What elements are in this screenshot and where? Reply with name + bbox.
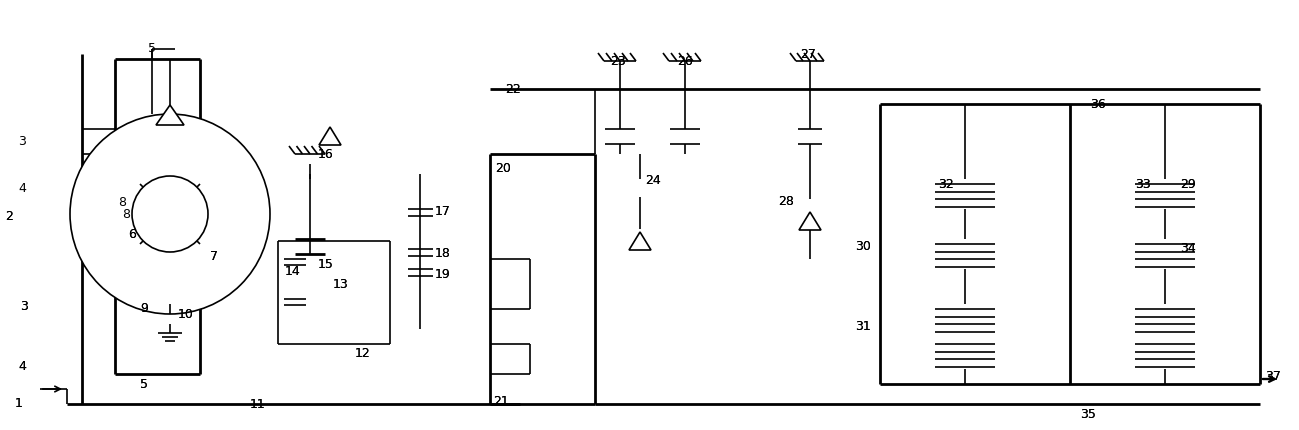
- Text: 2: 2: [5, 209, 13, 222]
- Text: 8: 8: [118, 196, 126, 209]
- Text: 4: 4: [18, 359, 26, 372]
- Text: 18: 18: [435, 246, 451, 259]
- Text: 24: 24: [646, 174, 661, 187]
- Text: 35: 35: [1079, 407, 1096, 420]
- Text: 36: 36: [1090, 98, 1105, 111]
- Text: 32: 32: [938, 178, 953, 190]
- Text: 14: 14: [284, 264, 301, 277]
- Text: 31: 31: [855, 319, 870, 332]
- Polygon shape: [799, 212, 821, 230]
- Text: 28: 28: [778, 194, 794, 208]
- Polygon shape: [320, 128, 342, 146]
- Text: 37: 37: [1265, 369, 1281, 382]
- Text: 29: 29: [1179, 178, 1196, 190]
- Circle shape: [70, 115, 270, 314]
- Text: 12: 12: [355, 346, 370, 359]
- Polygon shape: [156, 106, 184, 126]
- Text: 36: 36: [1090, 98, 1105, 111]
- Text: 34: 34: [1179, 241, 1196, 255]
- Text: 3: 3: [19, 299, 27, 312]
- Text: 27: 27: [800, 48, 816, 61]
- Text: 17: 17: [435, 205, 451, 218]
- Text: 31: 31: [855, 319, 870, 332]
- Text: 22: 22: [505, 83, 521, 96]
- Text: 23: 23: [611, 55, 626, 68]
- Text: 37: 37: [1265, 369, 1281, 382]
- Text: 12: 12: [355, 346, 370, 359]
- Text: 16: 16: [318, 147, 334, 161]
- Text: 13: 13: [333, 277, 348, 290]
- Text: 26: 26: [677, 55, 692, 68]
- Text: 4: 4: [18, 359, 26, 372]
- Text: 23: 23: [611, 55, 626, 68]
- Text: 29: 29: [1179, 178, 1196, 190]
- Text: 5: 5: [140, 377, 148, 390]
- Text: 34: 34: [1179, 241, 1196, 255]
- Text: 6: 6: [129, 227, 136, 240]
- Text: 11: 11: [249, 397, 266, 410]
- Text: 22: 22: [505, 83, 521, 96]
- Text: 13: 13: [333, 277, 348, 290]
- Text: 9: 9: [140, 301, 148, 314]
- Text: 1: 1: [16, 396, 23, 409]
- Text: 19: 19: [435, 267, 451, 280]
- Text: 20: 20: [495, 162, 511, 175]
- Circle shape: [132, 177, 208, 252]
- Text: 33: 33: [1135, 178, 1151, 190]
- Text: 10: 10: [178, 307, 194, 320]
- Text: 14: 14: [284, 264, 301, 277]
- Text: 5: 5: [148, 42, 156, 55]
- Text: 19: 19: [435, 267, 451, 280]
- Text: 1: 1: [16, 396, 23, 409]
- Text: 9: 9: [140, 301, 148, 314]
- Text: 21: 21: [494, 394, 509, 407]
- Text: 7: 7: [210, 249, 218, 262]
- Text: 4: 4: [18, 181, 26, 194]
- Text: 26: 26: [677, 55, 692, 68]
- Text: 32: 32: [938, 178, 953, 190]
- Text: 6: 6: [129, 227, 136, 240]
- Text: 16: 16: [318, 147, 334, 161]
- Text: 27: 27: [800, 48, 816, 61]
- Text: 17: 17: [435, 205, 451, 218]
- Text: 28: 28: [778, 194, 794, 208]
- Text: 21: 21: [494, 394, 509, 407]
- Text: 15: 15: [318, 258, 334, 270]
- Text: 10: 10: [178, 307, 194, 320]
- Text: 24: 24: [646, 174, 661, 187]
- Text: 30: 30: [855, 240, 870, 252]
- Text: 30: 30: [855, 240, 870, 252]
- Text: 35: 35: [1079, 407, 1096, 420]
- Text: 15: 15: [318, 258, 334, 270]
- Text: 7: 7: [210, 249, 218, 262]
- Text: 2: 2: [5, 209, 13, 222]
- Polygon shape: [629, 233, 651, 250]
- Text: 11: 11: [249, 397, 266, 410]
- Text: 20: 20: [495, 162, 511, 175]
- Text: 5: 5: [140, 377, 148, 390]
- Text: 3: 3: [19, 299, 27, 312]
- Text: 3: 3: [18, 135, 26, 147]
- Text: 18: 18: [435, 246, 451, 259]
- Text: 8: 8: [122, 208, 130, 221]
- Text: 33: 33: [1135, 178, 1151, 190]
